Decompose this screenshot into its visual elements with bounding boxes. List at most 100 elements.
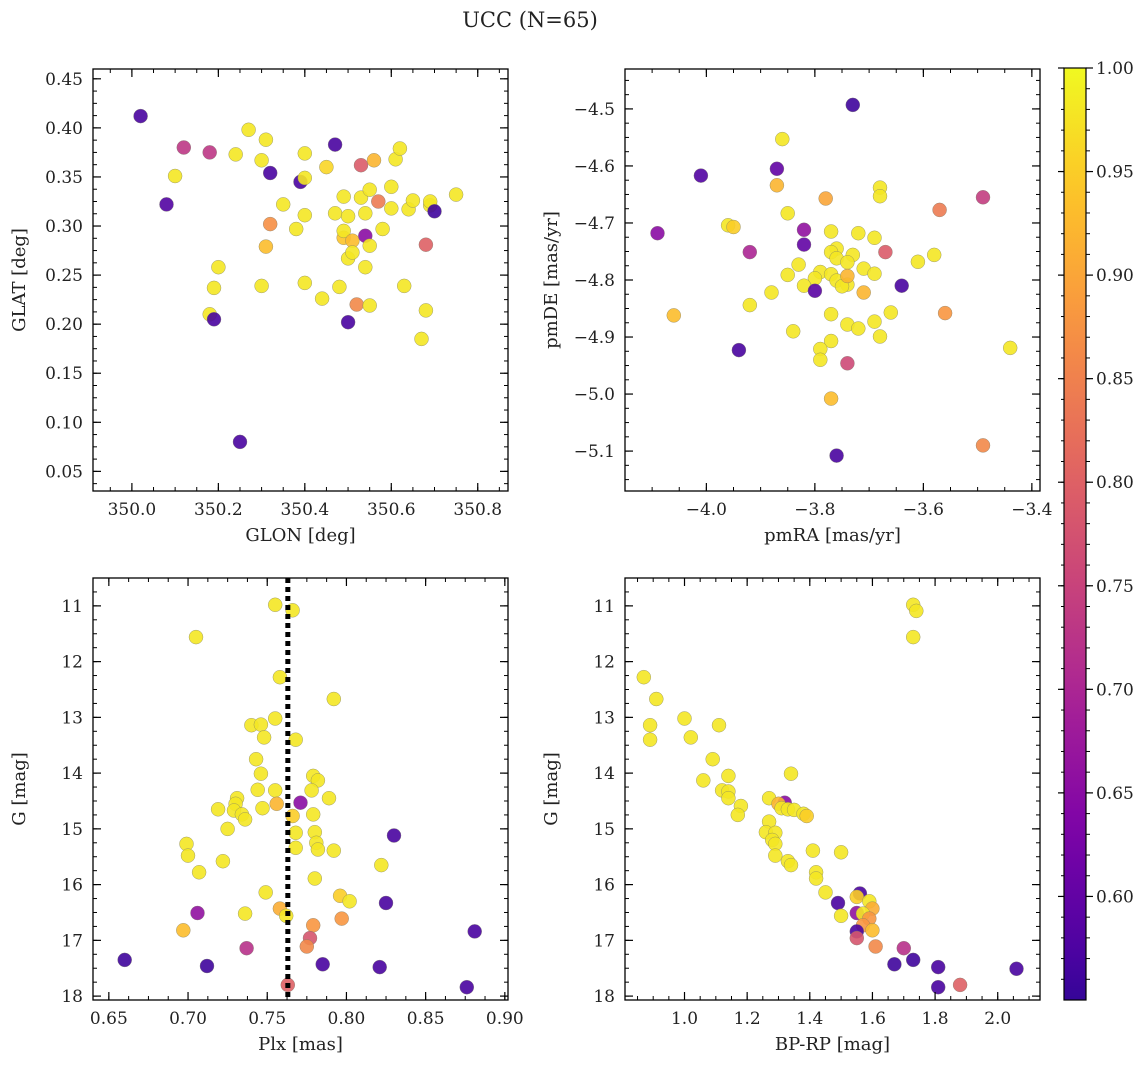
plot-frame bbox=[92, 577, 509, 1001]
y-tick-label: 0.15 bbox=[45, 364, 83, 384]
colorbar-gradient bbox=[1063, 67, 1087, 1001]
scatter-point bbox=[467, 924, 482, 939]
scatter-point bbox=[288, 732, 303, 747]
y-tick-label: −4.9 bbox=[574, 328, 615, 348]
scatter-point bbox=[180, 848, 196, 863]
plot-frame bbox=[624, 577, 1041, 1001]
scatter-point bbox=[867, 266, 882, 281]
plot-frame bbox=[92, 68, 509, 492]
scatter-point bbox=[262, 216, 278, 232]
scatter-point bbox=[818, 885, 833, 900]
scatter-point bbox=[649, 691, 664, 707]
x-tick-label: −4.0 bbox=[686, 500, 727, 520]
scatter-point bbox=[883, 305, 899, 320]
y-tick-label: 12 bbox=[593, 653, 615, 673]
colorbar-tick-label: 0.80 bbox=[1096, 473, 1134, 493]
scatter-point bbox=[796, 237, 812, 252]
y-axis-label: GLAT [deg] bbox=[9, 228, 30, 332]
x-axis-label: BP-RP [mag] bbox=[775, 1034, 890, 1055]
y-tick-label: 17 bbox=[61, 931, 83, 951]
scatter-point bbox=[288, 840, 303, 856]
scatter-point bbox=[636, 669, 652, 685]
y-tick-label: 0.05 bbox=[45, 462, 83, 482]
scatter-point bbox=[353, 157, 369, 173]
scatter-points bbox=[133, 108, 464, 450]
colorbar-tick-label: 0.90 bbox=[1096, 266, 1134, 286]
scatter-point bbox=[823, 391, 839, 406]
scatter-point bbox=[392, 141, 408, 156]
scatter-point bbox=[823, 224, 839, 239]
y-tick-label: 11 bbox=[61, 597, 83, 617]
scatter-point bbox=[769, 161, 785, 177]
scatter-point bbox=[823, 306, 839, 322]
x-axis-label: Plx [mas] bbox=[258, 1034, 343, 1055]
scatter-point bbox=[845, 97, 861, 113]
scatter-point bbox=[256, 730, 272, 745]
scatter-point bbox=[307, 871, 323, 886]
scatter-point bbox=[254, 153, 269, 168]
scatter-point bbox=[823, 333, 839, 349]
scatter-point bbox=[293, 795, 308, 810]
scatter-point bbox=[887, 957, 902, 972]
scatter-point bbox=[642, 732, 658, 747]
x-tick-label: 350.2 bbox=[194, 500, 243, 520]
scatter-point bbox=[258, 885, 273, 900]
scatter-point bbox=[833, 908, 849, 924]
y-tick-label: 12 bbox=[61, 653, 83, 673]
scatter-point bbox=[384, 179, 399, 195]
scatter-point bbox=[362, 238, 377, 253]
x-tick-label: 0.65 bbox=[90, 1009, 128, 1029]
scatter-point bbox=[418, 237, 434, 252]
scatter-point bbox=[372, 959, 387, 975]
scatter-point bbox=[650, 225, 665, 241]
colorbar-tick-label: 0.70 bbox=[1096, 680, 1134, 700]
y-tick-label: 18 bbox=[61, 987, 83, 1007]
scatter-point bbox=[783, 766, 799, 781]
scatter-point bbox=[448, 187, 464, 202]
y-tick-label: 0.10 bbox=[45, 413, 83, 433]
x-tick-label: −3.6 bbox=[903, 500, 944, 520]
scatter-points bbox=[650, 97, 1018, 463]
scatter-point bbox=[275, 197, 291, 212]
scatter-point bbox=[288, 825, 303, 841]
x-tick-label: 0.80 bbox=[328, 1009, 366, 1029]
x-tick-label: 1.8 bbox=[922, 1009, 949, 1029]
x-tick-label: −3.4 bbox=[1011, 500, 1052, 520]
y-tick-label: 0.30 bbox=[45, 217, 83, 237]
scatter-point bbox=[840, 356, 855, 371]
y-tick-label: 0.25 bbox=[45, 266, 83, 286]
scatter-point bbox=[305, 807, 321, 822]
x-tick-label: 1.6 bbox=[859, 1009, 886, 1029]
scatter-point bbox=[952, 977, 968, 993]
scatter-point bbox=[258, 132, 274, 147]
colorbar-tick-label: 0.60 bbox=[1096, 887, 1134, 907]
scatter-point bbox=[905, 629, 921, 645]
y-tick-label: 0.20 bbox=[45, 315, 83, 335]
scatter-point bbox=[865, 923, 880, 938]
x-tick-label: 350.6 bbox=[367, 500, 416, 520]
x-axis-label: pmRA [mas/yr] bbox=[764, 525, 901, 546]
scatter-point bbox=[211, 259, 226, 275]
scatter-point bbox=[327, 137, 343, 152]
scatter-point bbox=[868, 939, 883, 954]
y-tick-label: −5.0 bbox=[574, 385, 615, 405]
y-tick-label: −4.7 bbox=[574, 214, 615, 234]
y-axis-label: G [mag] bbox=[9, 752, 30, 825]
y-tick-label: −5.1 bbox=[574, 442, 615, 462]
scatter-point bbox=[872, 329, 888, 344]
y-tick-label: −4.5 bbox=[574, 100, 615, 120]
scatter-point bbox=[332, 279, 347, 295]
colorbar-tick-label: 0.65 bbox=[1096, 784, 1134, 804]
scatter-point bbox=[206, 312, 222, 327]
panel-pmra-pmde: pmRA [mas/yr] pmDE [mas/yr] −4.0 −3.8 −3.6… bbox=[541, 68, 1053, 546]
scatter-point bbox=[849, 889, 865, 905]
scatter-point bbox=[349, 297, 364, 312]
scatter-point bbox=[340, 208, 356, 224]
scatter-point bbox=[396, 278, 412, 294]
y-tick-label: 16 bbox=[61, 876, 83, 896]
scatter-point bbox=[840, 255, 855, 270]
scatter-point bbox=[371, 194, 386, 209]
x-tick-label: 0.70 bbox=[169, 1009, 207, 1029]
scatter-point bbox=[326, 691, 342, 707]
